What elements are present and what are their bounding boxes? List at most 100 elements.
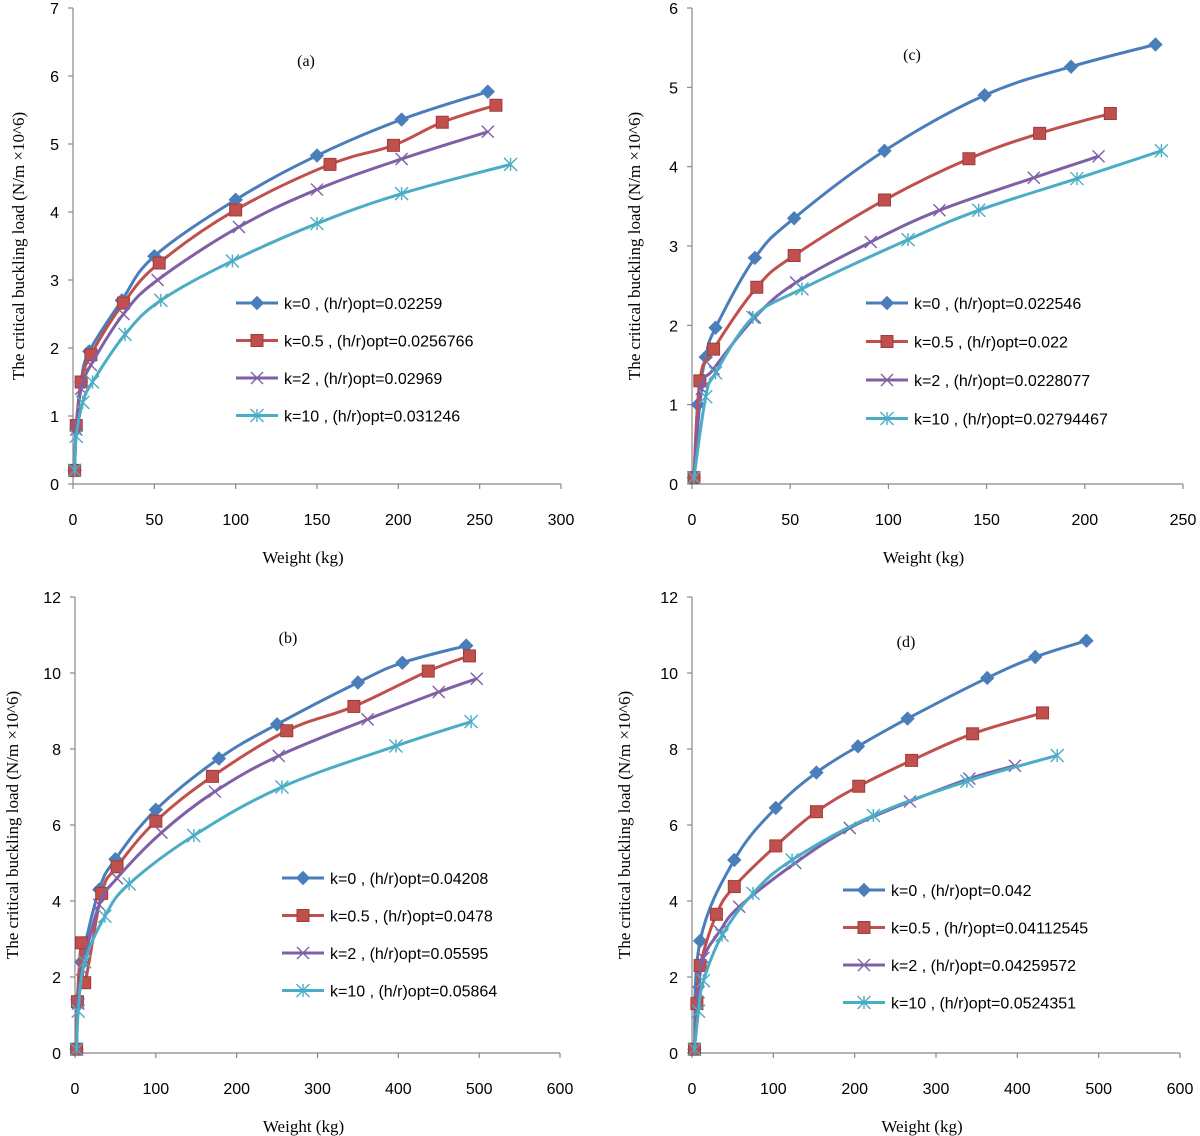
panel-d-data-point [809,805,823,819]
panel-d-data-point [696,951,710,965]
panel-c-legend-marker [879,295,895,311]
panel-a-data-point [489,98,503,112]
panel-d-x-tick-label: 200 [841,1081,868,1098]
panel-d-data-point [768,800,783,816]
panel-a-data-point [84,358,98,372]
panel-b-data-point [350,675,366,690]
panel-b-y-tick-label: 6 [52,818,61,835]
panel-b-data-point [272,749,286,763]
panel-c-data-point [707,362,721,376]
panel-a-legend-entry: k=2 , (h/r)opt=0.02969 [236,371,442,388]
panel-b-data-point [97,909,112,924]
panel-a-x-tick-label: 0 [69,512,78,529]
panel-d-data-point [746,886,760,901]
panel-a-x-tick-label: 300 [548,512,575,529]
panel-b-x-tick-label: 400 [385,1081,412,1098]
panel-d-data-point [696,973,711,988]
panel-b-y-axis-title: The critical buckling load (N/m ×10^6) [3,691,22,959]
panel-d-data-point [1079,633,1094,648]
panel-a-data-point [394,112,409,127]
panel-b-y-tick-label: 4 [52,894,61,911]
panel-b-legend-entry: k=2 , (h/r)opt=0.05595 [282,946,488,963]
panel-a-data-point [395,152,409,166]
panel-c-series-4 [686,143,1169,485]
panel-d-legend-marker [856,882,872,898]
panel-b-legend-marker [296,983,310,998]
panel-c-data-point [786,211,802,226]
panel-d-legend-label: k=10 , (h/r)opt=0.0524351 [891,996,1076,1013]
panel-b-legend-entry: k=0 , (h/r)opt=0.04208 [282,870,488,888]
panel-c-data-point [1092,149,1106,163]
panel-c-data-point [686,470,701,485]
panel-a-y-tick-label: 1 [50,409,59,426]
panel-a-data-point [85,375,100,389]
panel-d-data-point [715,928,730,943]
panel-d-data-point [980,670,995,686]
panel-a-data-point [323,157,337,171]
panel-c-legend-entry: k=0 , (h/r)opt=0.022546 [866,295,1081,313]
panel-c-legend-entry: k=10 , (h/r)opt=0.02794467 [866,412,1108,429]
panel-c-legend-label: k=0.5 , (h/r)opt=0.022 [914,335,1068,352]
panel-c-data-point [698,389,713,404]
panel-d-data-point [709,907,723,921]
panel-c-y-tick-label: 1 [669,398,678,415]
panel-d-y-axis-title: The critical buckling load (N/m ×10^6) [615,691,634,959]
panel-d-data-point [1036,706,1050,720]
panel-c-x-tick-label: 100 [875,512,902,529]
panel-d-y-tick-label: 10 [660,666,678,683]
panel-b-panel-label: (b) [279,630,298,647]
panel-d-x-tick-label: 100 [760,1081,787,1098]
panel-a-legend-marker [249,295,265,311]
panel-d-legend-marker [857,995,871,1010]
panel-b-data-point [274,780,289,794]
panel-a-data-point [116,307,130,321]
panel-b-legend-marker [296,946,310,960]
panel-c-data-point [877,193,891,207]
panel-d-data-point [900,711,915,726]
panel-d-legend-entry: k=0.5 , (h/r)opt=0.04112545 [843,921,1088,938]
panel-a-data-point [229,203,243,217]
panel-b-data-point [154,826,168,840]
panel-b-data-point [388,738,403,753]
panel-d-legend-entry: k=10 , (h/r)opt=0.0524351 [843,996,1076,1013]
panel-a-series-4 [67,157,518,478]
panel-a-y-tick-label: 7 [50,1,59,18]
panel-b-legend-label: k=2 , (h/r)opt=0.05595 [330,946,488,963]
panel-d-data-point [687,1042,702,1057]
panel-c-y-tick-label: 5 [669,80,678,97]
panel-b-series-line [75,720,472,1050]
panel-b-data-point [347,699,361,713]
panel-c-legend-marker [880,335,894,348]
panel-a-x-tick-label: 100 [222,512,249,529]
panel-c-series-line [692,112,1111,478]
panel-a-y-axis-title: The critical buckling load (N/m ×10^6) [9,112,28,380]
panel-b-x-tick-label: 600 [547,1081,574,1098]
panel-d-y-tick-label: 2 [669,970,678,987]
panel-c-data-point [932,203,946,217]
panel-c-y-axis-title: The critical buckling load (N/m ×10^6) [625,112,644,380]
panel-c-series-line [692,149,1162,478]
panel-a-data-point [69,429,84,444]
panel-a-legend-label: k=10 , (h/r)opt=0.031246 [284,409,460,426]
panel-d-series-line [692,754,1058,1050]
panel-a-legend-label: k=0 , (h/r)opt=0.02259 [284,296,442,313]
panel-a-legend-marker [250,334,264,347]
panel-c-data-point [707,342,721,356]
panel-d-x-tick-label: 0 [688,1081,697,1098]
panel-c-y-tick-label: 6 [669,1,678,18]
panel-d-data-point [785,852,800,867]
panel-a-x-tick-label: 250 [466,512,493,529]
panel-d-panel-label: (d) [897,634,916,651]
panel-a-y-tick-label: 6 [50,69,59,86]
panel-d-data-point [959,774,974,789]
panel-c-data-point [747,250,763,266]
panel-c-y-tick-label: 4 [669,160,678,177]
panel-a-data-point [152,256,166,270]
panel-a-data-point [118,327,133,342]
panel-d-legend-entry: k=0 , (h/r)opt=0.042 [843,882,1032,900]
panel-a-data-point [153,293,168,308]
panel-d-x-tick-label: 400 [1004,1081,1031,1098]
panel-a-x-tick-label: 150 [304,512,331,529]
panel-d-legend-label: k=0.5 , (h/r)opt=0.04112545 [891,921,1088,938]
